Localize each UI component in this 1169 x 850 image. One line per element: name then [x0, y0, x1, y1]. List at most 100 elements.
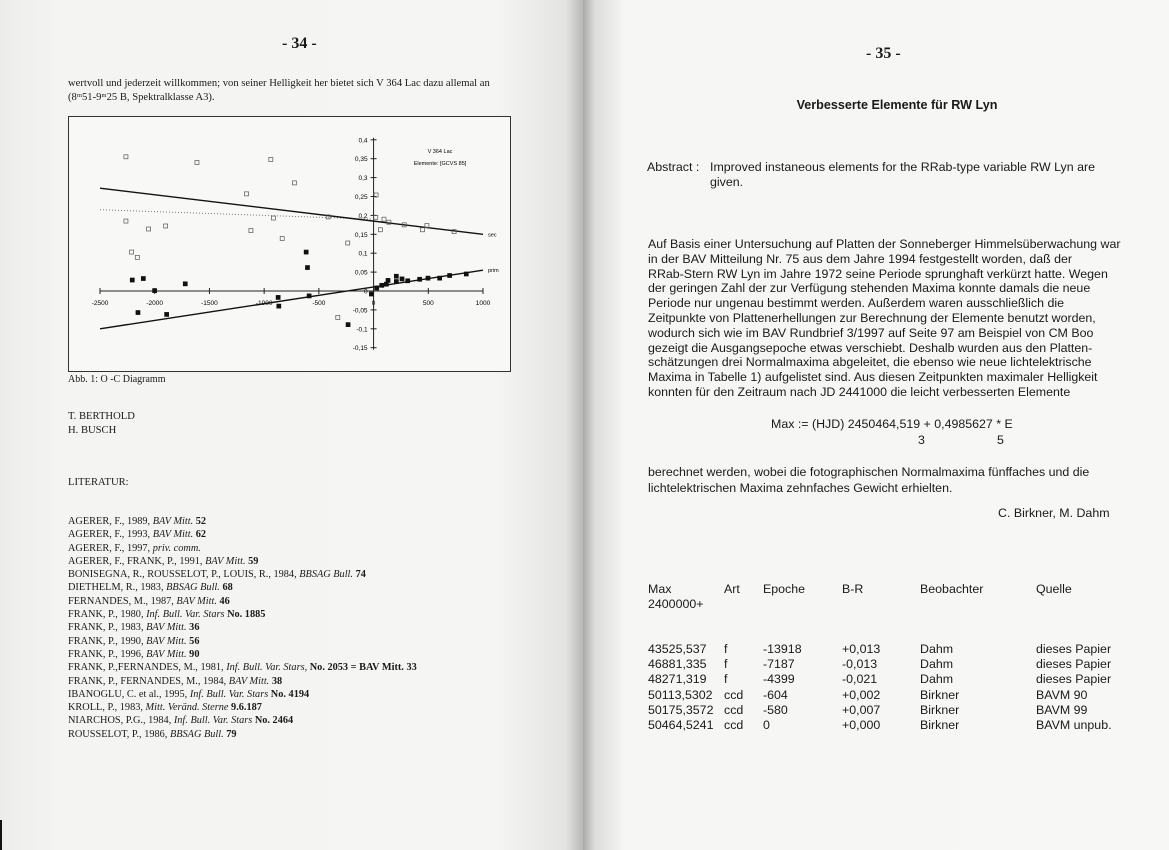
scan-edge — [0, 820, 2, 850]
series-label-sec: sec — [488, 232, 497, 238]
chart-annotation-star: V 364 Lac — [428, 149, 453, 155]
table-header: Epoche — [763, 582, 806, 596]
reference-list: AGERER, F., 1989, BAV Mitt. 52 AGERER, F.… — [68, 515, 417, 741]
body-line: wodurch sich wie im BAV Rundbrief 3/1997… — [648, 325, 1094, 340]
table-cell: -580 — [763, 702, 788, 717]
table-subheader: 2400000+ — [648, 597, 704, 611]
x-tick-label: -2000 — [146, 300, 163, 307]
reference-item: AGERER, F., 1993, BAV Mitt. 62 — [68, 528, 417, 541]
table-cell: Birkner — [920, 702, 960, 717]
table-header: Art — [724, 582, 740, 596]
intro-line-1: wertvoll und jederzeit willkommen; von s… — [68, 78, 490, 89]
intro-line-2: (8ᵐ51-9ᵐ25 B, Spektralklasse A3). — [68, 92, 215, 103]
table-cell: -0,013 — [842, 657, 878, 672]
reference-journal: BAV Mitt. — [228, 675, 270, 687]
y-tick-label: 0,1 — [359, 251, 368, 258]
reference-authors: FRANK, P., 1980, — [68, 609, 147, 621]
y-tick-label: 0,25 — [355, 194, 368, 201]
table-cell: dieses Papier — [1036, 642, 1112, 656]
data-point-prim — [417, 276, 422, 282]
body-line: Periode nur ungenau bestimmt werden. Auß… — [648, 296, 1064, 311]
reference-authors: FRANK, P., 1983, — [68, 622, 147, 634]
reference-authors: ROUSSELOT, P., 1986, — [68, 728, 170, 740]
data-point-prim — [384, 281, 389, 287]
y-tick-label: 0,15 — [355, 232, 368, 239]
reference-journal: BAV Mitt. — [146, 622, 187, 634]
reference-authors: FERNANDES, M., 1987, — [68, 595, 177, 607]
reference-number: 62 — [193, 529, 207, 541]
abstract-line-2: given. — [710, 175, 744, 189]
data-point-sec — [123, 154, 129, 160]
table-header: B-R — [842, 582, 864, 596]
table-cell: +0,007 — [842, 702, 881, 717]
body-line: gezeigt die Ausgangsepoche etwas verschi… — [648, 340, 1093, 355]
body-line: Auf Basis einer Untersuchung auf Platten… — [648, 237, 1121, 251]
data-point-prim — [437, 275, 443, 281]
reference-authors: FRANK, P., 1990, — [68, 635, 147, 647]
formula-error-period: 5 — [997, 433, 1004, 447]
data-point-prim — [129, 277, 135, 283]
reference-journal: Inf. Bull. Var. Stars, — [226, 662, 308, 674]
article-title: Verbesserte Elemente für RW Lyn — [796, 98, 998, 112]
table-cell: BAVM 90 — [1036, 687, 1088, 702]
table-cell: 43525,537 — [648, 642, 707, 656]
data-point-prim — [305, 265, 310, 270]
reference-journal: Inf. Bull. Var. Stars — [173, 715, 253, 727]
reference-authors: NIARCHOS, P.G., 1984, — [68, 715, 174, 727]
reference-item: IBANOGLU, C. et al., 1995, Inf. Bull. Va… — [68, 688, 417, 701]
reference-number: 56 — [186, 635, 200, 647]
body-line: in der BAV Mitteilung Nr. 75 aus dem Jah… — [648, 251, 1073, 266]
data-point-prim — [463, 271, 469, 277]
data-point-prim — [399, 276, 405, 282]
reference-authors: FRANK, P., FERNANDES, M., 1984, — [68, 675, 229, 687]
y-tick-label: -0,15 — [353, 345, 368, 352]
reference-journal: BAV Mitt. — [176, 595, 217, 607]
reference-authors: DIETHELM, R., 1983, — [68, 582, 167, 594]
reference-journal: Mitt. Veränd. Sterne — [145, 702, 229, 714]
table-cell: +0,000 — [842, 718, 881, 732]
reference-authors: FRANK, P.,FERNANDES, M., 1981, — [68, 662, 227, 674]
reference-number: No. 1885 — [224, 609, 266, 621]
table-cell: BAVM unpub. — [1036, 718, 1112, 732]
table-header: Quelle — [1036, 582, 1072, 596]
body-line: der geringen Zahl der zur Verfügung steh… — [648, 281, 1091, 296]
data-point-prim — [303, 249, 309, 255]
closing-line-2: lichtelektrischen Maxima zehnfaches Gewi… — [648, 481, 953, 495]
x-tick-label: 1000 — [476, 300, 491, 307]
reference-item: FRANK, P., 1983, BAV Mitt. 36 — [68, 621, 417, 634]
data-point-prim — [425, 275, 431, 281]
dotted-trend-line — [99, 209, 374, 220]
reference-authors: AGERER, F., 1993, — [68, 529, 153, 541]
data-point-prim — [152, 288, 157, 293]
reference-number: 38 — [269, 675, 283, 687]
reference-item: AGERER, F., FRANK, P., 1991, BAV Mitt. 5… — [68, 555, 417, 568]
data-point-sec — [325, 214, 331, 220]
data-point-sec — [244, 191, 249, 197]
reference-item: KROLL, P., 1983, Mitt. Veränd. Sterne 9.… — [68, 701, 417, 714]
y-tick-label: 0,05 — [355, 270, 368, 277]
right-page — [583, 0, 1169, 850]
signature: C. Birkner, M. Dahm — [998, 506, 1110, 520]
references-heading: LITERATUR: — [68, 477, 129, 488]
reference-journal: BAV Mitt. — [152, 529, 194, 541]
page-number-left: - 34 - — [282, 35, 317, 52]
table-header: Max — [648, 582, 672, 596]
data-point-prim — [306, 293, 312, 299]
table-cell: ccd — [724, 687, 744, 702]
reference-number: No. 4194 — [268, 688, 310, 700]
data-point-sec — [271, 215, 276, 221]
reference-item: FRANK, P., 1996, BAV Mitt. 90 — [68, 648, 417, 661]
reference-journal: priv. comm. — [152, 542, 201, 554]
table-cell: ccd — [724, 702, 744, 717]
chart-annotation-elements: Elemente: [GCVS 85] — [414, 161, 467, 167]
reference-journal: BBSAG Bull. — [299, 569, 353, 581]
data-point-prim — [393, 273, 399, 279]
x-tick-label: 500 — [423, 300, 434, 307]
data-point-prim — [275, 295, 281, 300]
data-point-sec — [248, 228, 254, 233]
formula: Max := (HJD) 2450464,519 + 0,4985627 * E — [771, 417, 1013, 431]
data-point-prim — [135, 310, 141, 315]
data-point-prim — [374, 285, 380, 291]
reference-item: FRANK, P., 1980, Inf. Bull. Var. Stars N… — [68, 608, 417, 621]
table-cell: 0 — [763, 718, 770, 732]
